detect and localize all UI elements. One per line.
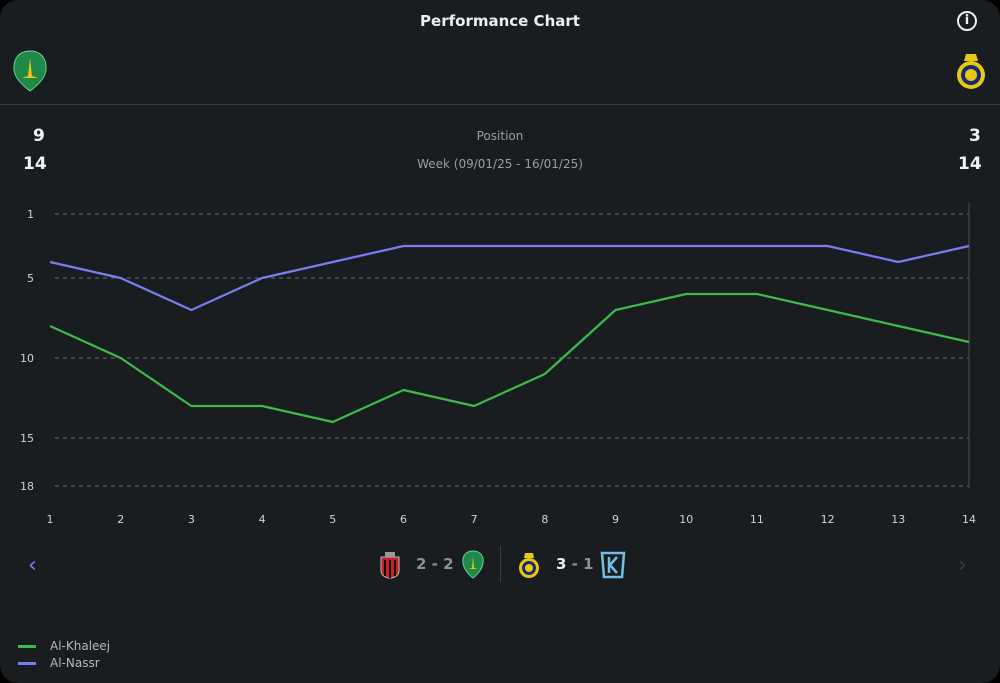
opponent-logo-1 <box>380 552 400 579</box>
next-button[interactable]: › <box>958 553 967 578</box>
legend-swatch <box>18 645 36 648</box>
x-tick-label: 14 <box>962 513 976 525</box>
x-tick-label: 1 <box>47 513 54 525</box>
match-score-2: 3 - 1 <box>556 555 594 573</box>
legend-item-al-khaleej: Al-Khaleej <box>18 639 110 653</box>
x-tick-label: 10 <box>679 513 693 525</box>
y-tick-label: 15 <box>20 432 34 445</box>
home-position: 9 <box>33 126 45 146</box>
x-tick-label: 2 <box>117 513 124 525</box>
legend-item-al-nassr: Al-Nassr <box>18 656 100 670</box>
header-divider <box>0 104 1000 105</box>
x-tick-label: 8 <box>541 513 548 525</box>
away-position: 3 <box>969 126 981 146</box>
home-week: 14 <box>23 154 47 174</box>
x-tick-label: 5 <box>329 513 336 525</box>
al-nassr-small-logo <box>519 553 539 578</box>
x-tick-label: 4 <box>259 513 266 525</box>
match-score-1: 2 - 2 <box>416 555 454 573</box>
x-tick-label: 7 <box>471 513 478 525</box>
al-nassr-logo <box>957 54 985 89</box>
info-icon[interactable]: i <box>957 11 977 31</box>
page-title: Performance Chart <box>420 12 580 30</box>
x-tick-label: 9 <box>612 513 619 525</box>
legend-swatch <box>18 662 36 665</box>
al-khaleej-small-logo <box>462 550 484 579</box>
x-tick-label: 11 <box>750 513 764 525</box>
x-tick-label: 6 <box>400 513 407 525</box>
y-tick-label: 10 <box>20 352 34 365</box>
match-divider <box>500 546 501 582</box>
position-label: Position <box>476 129 524 143</box>
prev-button[interactable]: ‹ <box>28 553 37 578</box>
x-tick-label: 12 <box>821 513 835 525</box>
opponent-logo-2 <box>600 551 626 579</box>
series-line-al-khaleej <box>49 292 970 424</box>
week-range-label: Week (09/01/25 - 16/01/25) <box>417 157 583 171</box>
y-tick-label: 18 <box>20 480 34 493</box>
x-tick-label: 13 <box>891 513 905 525</box>
al-khaleej-logo <box>13 50 47 92</box>
x-tick-label: 3 <box>188 513 195 525</box>
away-week: 14 <box>958 154 982 174</box>
series-line-al-nassr <box>49 244 970 312</box>
y-tick-label: 5 <box>27 272 34 285</box>
y-tick-label: 1 <box>27 208 34 221</box>
